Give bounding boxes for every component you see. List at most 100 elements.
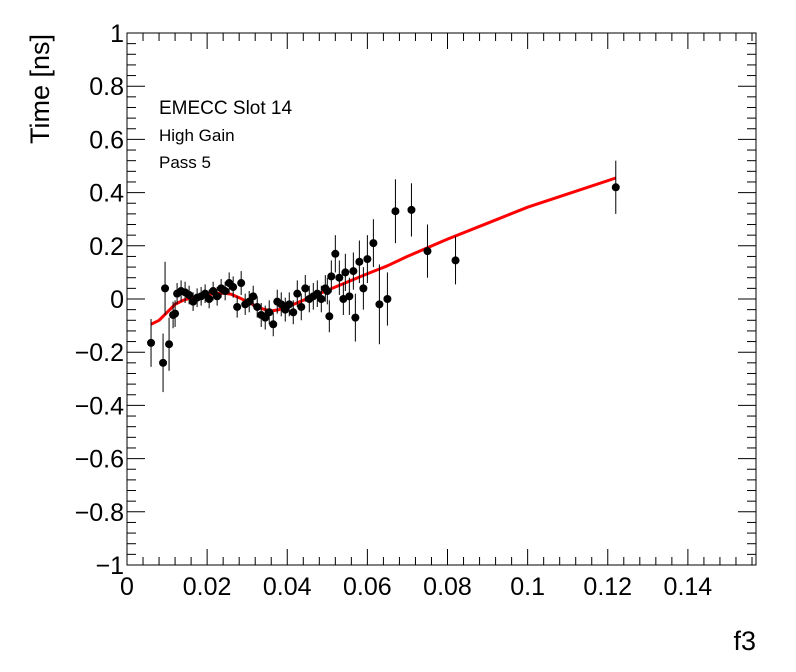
- marker: [351, 313, 360, 322]
- marker: [383, 295, 392, 303]
- data-point: [161, 261, 170, 315]
- data-point: [349, 252, 358, 290]
- x-tick-label: 0.06: [343, 573, 392, 601]
- y-tick-label: 0.8: [89, 73, 124, 101]
- x-tick-labels: 0 0.02 0.04 0.06 0.08 0.1 0.12 0.14: [120, 573, 712, 601]
- marker: [159, 358, 168, 367]
- y-tick-label: 0: [110, 286, 124, 314]
- data-point: [313, 280, 322, 307]
- data-point: [341, 253, 350, 292]
- data-point: [269, 312, 278, 337]
- data-point: [265, 300, 274, 325]
- data-point: [331, 235, 340, 273]
- axis-ticks: [126, 32, 756, 566]
- data-point: [407, 183, 416, 237]
- marker: [289, 308, 298, 317]
- y-tick-label: −0.8: [75, 499, 124, 527]
- marker: [213, 292, 222, 301]
- x-tick-label: 0.08: [423, 573, 472, 601]
- data-point: [165, 317, 174, 371]
- marker: [317, 295, 326, 303]
- marker: [451, 256, 460, 265]
- marker: [407, 205, 416, 214]
- data-point: [355, 240, 364, 284]
- data-point: [253, 296, 262, 318]
- y-tick-label: −0.6: [75, 446, 124, 474]
- marker: [161, 284, 170, 293]
- data-point: [317, 285, 326, 313]
- marker: [221, 287, 230, 296]
- marker: [171, 309, 180, 318]
- data-point: [159, 333, 168, 393]
- marker: [147, 338, 156, 347]
- marker: [339, 295, 348, 303]
- data-point: [363, 235, 372, 284]
- data-point: [451, 236, 460, 285]
- marker: [331, 249, 340, 258]
- data-point: [351, 293, 360, 342]
- data-point: [221, 281, 230, 301]
- data-point: [237, 271, 246, 296]
- data-point: [359, 267, 368, 310]
- data-point: [185, 285, 194, 305]
- marker: [349, 267, 358, 276]
- marker: [345, 292, 354, 301]
- y-tick-label: −0.2: [75, 339, 124, 367]
- data-point: [249, 285, 258, 307]
- x-tick-label: 0.1: [510, 573, 545, 601]
- data-point: [297, 293, 306, 321]
- data-point: [205, 289, 214, 309]
- marker: [391, 207, 400, 216]
- data-point: [423, 224, 432, 278]
- marker: [327, 272, 336, 281]
- data-point: [213, 287, 222, 306]
- data-point: [233, 296, 242, 318]
- marker: [359, 284, 368, 293]
- annotation-detector: EMECC Slot 14: [159, 98, 292, 119]
- marker: [363, 255, 372, 264]
- marker: [335, 273, 344, 282]
- marker: [205, 295, 214, 303]
- data-point: [335, 260, 344, 296]
- marker: [341, 268, 350, 277]
- y-tick-label: 0.4: [89, 180, 124, 208]
- marker: [233, 302, 242, 311]
- data-point: [229, 276, 238, 298]
- y-tick-label: 1: [110, 20, 124, 48]
- x-tick-label: 0.02: [183, 573, 232, 601]
- marker: [285, 300, 294, 309]
- data-point: [285, 292, 294, 317]
- marker: [355, 257, 364, 266]
- data-point: [327, 260, 336, 293]
- fit-curve: [150, 176, 617, 326]
- x-tick-label: 0: [120, 573, 134, 601]
- data-point: [323, 277, 332, 305]
- marker: [229, 283, 238, 292]
- marker: [269, 320, 278, 329]
- marker: [375, 300, 384, 309]
- marker: [297, 302, 306, 311]
- marker: [325, 312, 334, 321]
- data-point: [369, 219, 378, 268]
- data-point: [391, 179, 400, 244]
- x-tick-label: 0.04: [263, 573, 312, 601]
- data-point: [301, 275, 310, 302]
- data-point: [147, 318, 156, 367]
- data-point: [171, 300, 180, 327]
- marker: [237, 279, 246, 288]
- y-axis-title: Time [ns]: [25, 34, 55, 144]
- data-point: [293, 280, 302, 307]
- data-point: [611, 160, 620, 214]
- data-point: [383, 272, 392, 326]
- data-point: [345, 277, 354, 315]
- marker: [323, 287, 332, 296]
- marker: [369, 239, 378, 248]
- data-point: [375, 264, 384, 345]
- y-tick-labels: −1 −0.8 −0.6 −0.4 −0.2 0 0.2 0.4 0.6 0.8 1: [75, 20, 124, 580]
- marker: [165, 340, 174, 349]
- y-tick-label: −1: [95, 552, 124, 580]
- marker: [611, 183, 620, 192]
- fit-line: [150, 176, 617, 326]
- data-point: [289, 300, 298, 325]
